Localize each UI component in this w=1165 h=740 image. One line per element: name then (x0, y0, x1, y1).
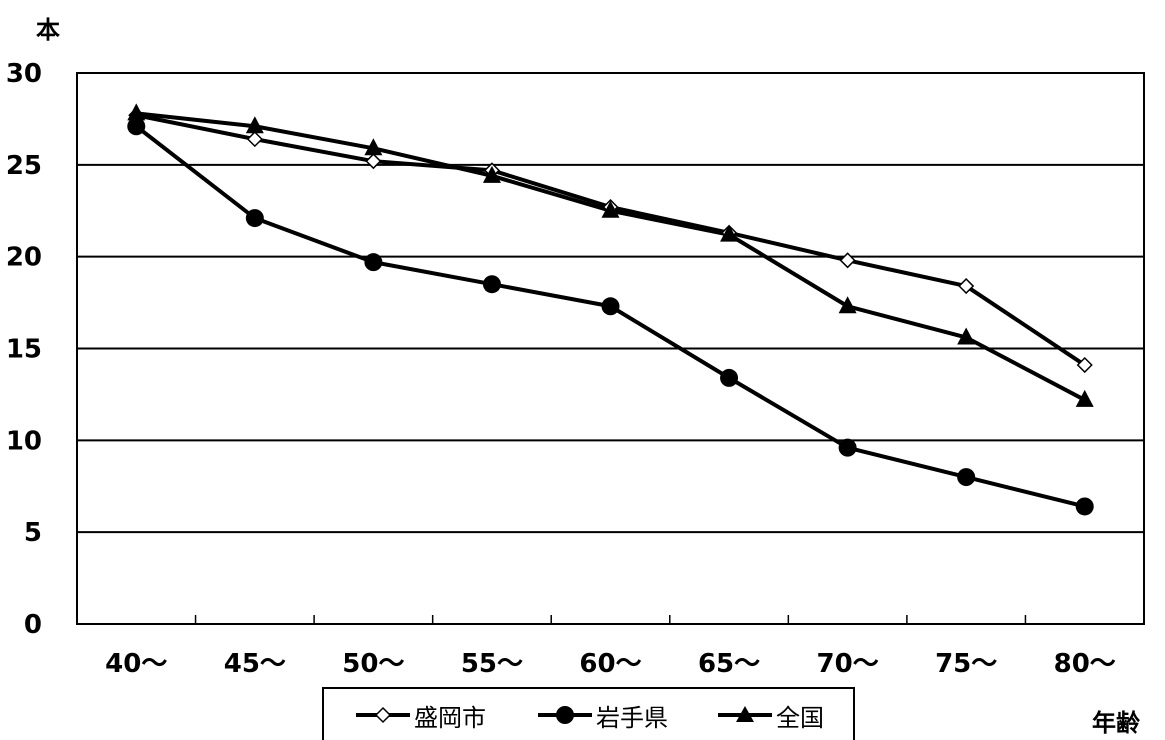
data-point-triangle (245, 116, 264, 134)
legend-swatch-filled-triangle (718, 706, 772, 722)
data-point-triangle (127, 103, 146, 121)
legend-item-iwate: 岩手県 (538, 697, 668, 733)
data-point-circle (482, 275, 501, 294)
data-point-diamond (839, 252, 856, 269)
data-point-triangle (482, 165, 501, 183)
x-tick-label: 45〜 (224, 649, 286, 679)
data-point-circle (1075, 497, 1094, 516)
legend-swatch-open-diamond (356, 706, 410, 724)
data-point-triangle (957, 327, 976, 345)
data-point-diamond (1076, 356, 1093, 374)
legend-label-morioka: 盛岡市 (414, 703, 486, 732)
data-point-circle (720, 368, 739, 387)
x-tick-label: 80〜 (1054, 649, 1116, 679)
data-point-triangle (601, 200, 620, 218)
y-tick-label: 10 (6, 426, 42, 456)
x-tick-label: 70〜 (817, 649, 879, 679)
y-tick-label: 15 (6, 335, 42, 365)
data-point-diamond (958, 277, 975, 295)
data-point-triangle (838, 296, 857, 314)
y-axis-ticks: 0 5 10 15 20 25 30 (6, 59, 42, 640)
y-tick-label: 30 (6, 59, 42, 89)
data-point-circle (364, 253, 383, 272)
x-tick-label: 50〜 (342, 649, 404, 679)
gridlines (77, 163, 1144, 534)
data-point-diamond (246, 131, 263, 148)
chart-legend: 盛岡市 岩手県 全国 (322, 687, 855, 740)
legend-item-national: 全国 (718, 697, 824, 733)
y-tick-label: 5 (24, 518, 42, 548)
data-point-triangle (720, 224, 739, 242)
y-tick-label: 25 (6, 151, 42, 181)
legend-label-national: 全国 (776, 703, 824, 732)
series-group (127, 103, 1094, 516)
x-axis-ticks: 40〜 45〜 50〜 55〜 60〜 65〜 70〜 75〜 80〜 (105, 615, 1116, 679)
legend-label-iwate: 岩手県 (596, 703, 668, 732)
data-point-circle (245, 209, 264, 228)
x-tick-label: 40〜 (105, 649, 167, 679)
data-point-circle (957, 468, 976, 487)
data-point-triangle (1075, 389, 1094, 407)
data-point-diamond (365, 153, 382, 170)
y-tick-label: 20 (6, 243, 42, 273)
y-tick-label: 0 (24, 610, 42, 640)
data-point-circle (601, 297, 620, 316)
data-point-triangle (364, 138, 383, 156)
legend-item-morioka: 盛岡市 (356, 697, 486, 733)
legend-swatch-filled-circle (538, 706, 592, 724)
data-point-circle (838, 438, 857, 457)
data-point-circle (127, 117, 146, 136)
x-tick-label: 65〜 (698, 649, 760, 679)
x-tick-label: 55〜 (461, 649, 523, 679)
x-axis-unit-label: 年齢 (1092, 709, 1140, 737)
x-tick-label: 75〜 (935, 649, 997, 679)
x-tick-label: 60〜 (579, 649, 641, 679)
y-axis-unit-label: 本 (36, 16, 60, 44)
